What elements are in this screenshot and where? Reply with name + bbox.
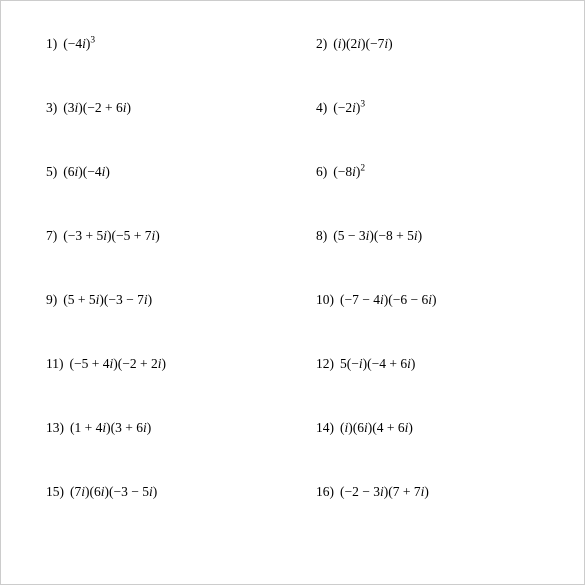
problem-number: 16)	[316, 484, 334, 500]
problem-expression: (5 + 5i)(−3 − 7i)	[63, 292, 152, 308]
problem-expression: (1 + 4i)(3 + 6i)	[70, 420, 151, 436]
problem-expression: (7i)(6i)(−3 − 5i)	[70, 484, 157, 500]
problem-number: 14)	[316, 420, 334, 436]
problem-expression: (−8i)2	[333, 164, 365, 180]
problem-row: 9) (5 + 5i)(−3 − 7i) 10) (−7 − 4i)(−6 − …	[46, 292, 554, 308]
problem: 12) 5(−i)(−4 + 6i)	[316, 356, 554, 372]
problem-number: 6)	[316, 164, 327, 180]
problem-number: 2)	[316, 36, 327, 52]
worksheet-page: 1) (−4i)3 2) (i)(2i)(−7i) 3) (3i)(−2 + 6…	[0, 0, 585, 585]
problem-number: 1)	[46, 36, 57, 52]
problem: 1) (−4i)3	[46, 36, 316, 52]
problem: 2) (i)(2i)(−7i)	[316, 36, 554, 52]
problem: 16) (−2 − 3i)(7 + 7i)	[316, 484, 554, 500]
problem-row: 3) (3i)(−2 + 6i) 4) (−2i)3	[46, 100, 554, 116]
problem-number: 8)	[316, 228, 327, 244]
problem-expression: (−7 − 4i)(−6 − 6i)	[340, 292, 436, 308]
problem-expression: (5 − 3i)(−8 + 5i)	[333, 228, 422, 244]
problem-expression: (−2 − 3i)(7 + 7i)	[340, 484, 429, 500]
problem-expression: (−4i)3	[63, 36, 95, 52]
problem: 8) (5 − 3i)(−8 + 5i)	[316, 228, 554, 244]
problem: 15) (7i)(6i)(−3 − 5i)	[46, 484, 316, 500]
problem-row: 13) (1 + 4i)(3 + 6i) 14) (i)(6i)(4 + 6i)	[46, 420, 554, 436]
problem-number: 11)	[46, 356, 64, 372]
problem-expression: (6i)(−4i)	[63, 164, 110, 180]
problem-row: 7) (−3 + 5i)(−5 + 7i) 8) (5 − 3i)(−8 + 5…	[46, 228, 554, 244]
problem-expression: (−3 + 5i)(−5 + 7i)	[63, 228, 159, 244]
problem-expression: 5(−i)(−4 + 6i)	[340, 356, 415, 372]
problem: 7) (−3 + 5i)(−5 + 7i)	[46, 228, 316, 244]
problem-expression: (−2i)3	[333, 100, 365, 116]
problem-number: 3)	[46, 100, 57, 116]
problem-number: 5)	[46, 164, 57, 180]
problem-row: 5) (6i)(−4i) 6) (−8i)2	[46, 164, 554, 180]
problem: 10) (−7 − 4i)(−6 − 6i)	[316, 292, 554, 308]
problem-number: 12)	[316, 356, 334, 372]
problem-row: 15) (7i)(6i)(−3 − 5i) 16) (−2 − 3i)(7 + …	[46, 484, 554, 500]
problem: 14) (i)(6i)(4 + 6i)	[316, 420, 554, 436]
problem-expression: (i)(6i)(4 + 6i)	[340, 420, 413, 436]
problem-number: 13)	[46, 420, 64, 436]
problem-expression: (−5 + 4i)(−2 + 2i)	[70, 356, 166, 372]
problem-number: 10)	[316, 292, 334, 308]
problem-expression: (i)(2i)(−7i)	[333, 36, 392, 52]
problem-number: 7)	[46, 228, 57, 244]
problem-expression: (3i)(−2 + 6i)	[63, 100, 131, 116]
problem: 11) (−5 + 4i)(−2 + 2i)	[46, 356, 316, 372]
problem: 13) (1 + 4i)(3 + 6i)	[46, 420, 316, 436]
problem-row: 11) (−5 + 4i)(−2 + 2i) 12) 5(−i)(−4 + 6i…	[46, 356, 554, 372]
problem-number: 4)	[316, 100, 327, 116]
problem-row: 1) (−4i)3 2) (i)(2i)(−7i)	[46, 36, 554, 52]
problem: 5) (6i)(−4i)	[46, 164, 316, 180]
problem: 4) (−2i)3	[316, 100, 554, 116]
problem-number: 15)	[46, 484, 64, 500]
problem: 9) (5 + 5i)(−3 − 7i)	[46, 292, 316, 308]
problem-number: 9)	[46, 292, 57, 308]
problem: 6) (−8i)2	[316, 164, 554, 180]
problem: 3) (3i)(−2 + 6i)	[46, 100, 316, 116]
